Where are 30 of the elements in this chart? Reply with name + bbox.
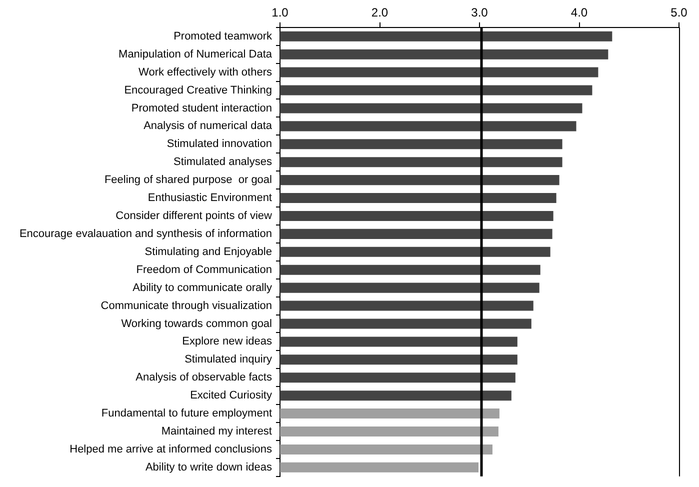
y-tick-label: Stimulated inquiry: [184, 354, 272, 366]
y-tick-label: Helped me arrive at informed conclusions: [70, 443, 272, 456]
y-tick-label: Excited Curiosity: [190, 390, 272, 402]
y-tick-label: Stimulated innovation: [166, 138, 272, 150]
y-tick-label: Fundamental to future employment: [101, 408, 272, 420]
y-tick-label: Analysis of numerical data: [144, 120, 273, 132]
y-tick-label: Manipulation of Numerical Data: [118, 48, 273, 60]
y-tick-label: Promoted student interaction: [131, 102, 272, 114]
y-tick-label: Communicate through visualization: [100, 300, 272, 312]
x-tick-label: 4.0: [570, 6, 588, 20]
y-tick-label: Encouraged Creative Thinking: [124, 84, 272, 96]
y-tick-label: Analysis of observable facts: [136, 372, 272, 384]
y-tick-label: Stimulating and Enjoyable: [144, 246, 272, 258]
y-tick-label: Stimulated analyses: [174, 156, 272, 168]
x-tick-label: 2.0: [371, 6, 388, 20]
y-tick-label: Consider different points of view: [116, 210, 272, 222]
y-tick-label: Freedom of Communication: [136, 264, 272, 276]
y-tick-label: Enthusiastic Environment: [148, 192, 272, 204]
y-tick-label: Maintained my interest: [161, 426, 272, 438]
y-tick-label: Encourage evalauation and synthesis of information: [19, 228, 272, 240]
y-tick-label: Feeling of shared purpose or goal: [104, 174, 272, 186]
y-tick-label: Promoted teamwork: [174, 30, 272, 42]
y-tick-label: Work effectively with others: [138, 66, 272, 78]
y-tick-label: Ability to write down ideas: [145, 461, 272, 474]
x-tick-label: 3.0: [471, 6, 488, 20]
x-tick-label: 5.0: [670, 6, 688, 20]
y-tick-label: Ability to communicate orally: [132, 282, 272, 294]
x-tick-label: 1.0: [272, 6, 289, 20]
y-tick-label: Explore new ideas: [182, 336, 272, 348]
y-tick-label: Working towards common goal: [121, 318, 272, 330]
